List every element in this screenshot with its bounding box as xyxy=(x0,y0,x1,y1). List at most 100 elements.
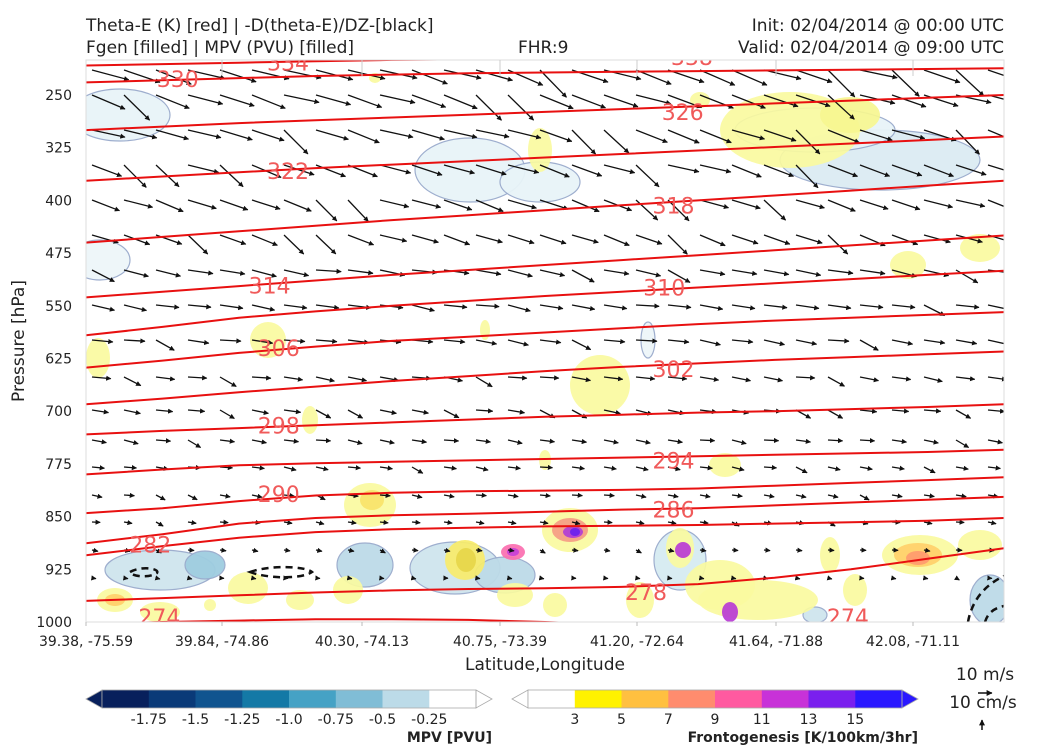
wind-vector xyxy=(315,466,329,472)
wind-vector xyxy=(859,438,876,444)
wind-vector xyxy=(603,547,611,553)
wind-vector xyxy=(91,375,112,381)
wind-vector xyxy=(571,129,597,155)
wind-vector xyxy=(731,376,752,383)
wind-vector xyxy=(731,69,768,86)
wind-vector xyxy=(507,493,519,499)
mpv-region xyxy=(86,239,131,281)
wind-vector xyxy=(347,439,363,445)
wind-vector xyxy=(763,493,775,499)
wind-vector xyxy=(475,303,500,309)
theta-e-label: 306 xyxy=(258,337,300,362)
colorbar-swatch xyxy=(289,690,337,708)
wind-vector xyxy=(539,269,566,278)
wind-vector xyxy=(923,408,942,414)
wind-vector xyxy=(891,304,916,310)
wind-vector xyxy=(251,547,259,553)
wind-vector xyxy=(443,519,453,526)
wind-vector xyxy=(891,94,927,108)
wind-vector xyxy=(187,94,224,106)
wind-vector xyxy=(283,234,305,255)
wind-vector xyxy=(891,164,923,177)
wind-vector xyxy=(443,234,471,246)
wind-vector xyxy=(987,465,1001,471)
frontogenesis-region xyxy=(626,582,654,618)
wind-vector xyxy=(411,94,447,109)
frontogenesis-region xyxy=(820,537,840,573)
wind-vector xyxy=(507,234,535,245)
wind-vector xyxy=(475,69,514,82)
wind-vector xyxy=(827,269,854,276)
wind-vector xyxy=(187,408,206,414)
wind-vector xyxy=(123,376,142,387)
wind-vector xyxy=(603,269,630,276)
wind-vector xyxy=(155,339,175,351)
theta-e-contour-330 xyxy=(86,67,1004,84)
wind-vector xyxy=(410,575,417,581)
wind-vector xyxy=(922,575,929,581)
wind-vector xyxy=(955,339,978,346)
wind-vector xyxy=(795,304,820,311)
wind-vector xyxy=(891,408,910,414)
wind-vector xyxy=(90,575,97,581)
wind-vector xyxy=(635,129,668,144)
wind-vector xyxy=(955,199,986,208)
wind-vector xyxy=(315,304,340,310)
wind-vector xyxy=(315,520,325,526)
wind-vector xyxy=(827,376,845,387)
wind-vector xyxy=(763,164,794,178)
wind-vector xyxy=(475,164,507,176)
wind-vector xyxy=(539,234,567,245)
wind-vector xyxy=(955,493,967,499)
wind-vector xyxy=(411,69,448,85)
wind-vector xyxy=(379,409,397,415)
x-tick-label: 40.30, -74.13 xyxy=(315,634,409,650)
wind-vector xyxy=(155,408,174,414)
wind-vector xyxy=(507,439,523,445)
wind-vector xyxy=(730,575,737,581)
colorbar-extend-right xyxy=(901,689,919,709)
wind-vector xyxy=(763,339,786,347)
frontogenesis-region xyxy=(333,576,363,604)
y-tick-label: 775 xyxy=(45,457,72,473)
wind-vector xyxy=(699,437,716,444)
negative-stability-dashed-contours xyxy=(128,565,1004,622)
wind-vector xyxy=(571,547,579,553)
colorbar-swatch xyxy=(195,690,243,708)
wind-vector xyxy=(699,519,709,526)
wind-vector xyxy=(219,409,235,420)
wind-vector xyxy=(795,164,819,189)
wind-vector xyxy=(923,69,961,84)
wind-vector xyxy=(954,575,960,581)
wind-vector xyxy=(731,234,759,245)
wind-vector xyxy=(91,94,126,110)
wind-vector xyxy=(859,494,870,501)
wind-vector xyxy=(443,199,473,211)
x-tick-label: 39.38, -75.59 xyxy=(39,634,133,650)
frontogenesis-region xyxy=(360,490,384,510)
wind-vector xyxy=(475,129,510,139)
theta-e-contour-310 xyxy=(86,269,1004,337)
wind-vector xyxy=(91,338,114,345)
wind-vector xyxy=(635,269,662,278)
wind-vector xyxy=(667,339,690,345)
wind-vector xyxy=(219,304,244,311)
colorbar-tick-label: -1.0 xyxy=(275,712,302,728)
frontogenesis-region xyxy=(958,530,1002,560)
wind-vector xyxy=(571,199,600,213)
wind-vector xyxy=(379,492,391,499)
wind-vector xyxy=(667,575,673,581)
wind-vector xyxy=(379,94,416,105)
x-tick-label: 41.64, -71.88 xyxy=(729,634,823,650)
wind-vector xyxy=(315,409,332,419)
colorbar-tick-label: 15 xyxy=(846,712,864,728)
wind-vector xyxy=(635,548,642,554)
wind-vector xyxy=(667,129,700,144)
colorbar-swatch xyxy=(242,690,290,708)
y-tick-label: 925 xyxy=(45,562,72,578)
wind-vector xyxy=(859,465,873,471)
wind-vector xyxy=(379,234,408,243)
wind-vector xyxy=(251,94,286,109)
wind-vector xyxy=(123,129,158,140)
